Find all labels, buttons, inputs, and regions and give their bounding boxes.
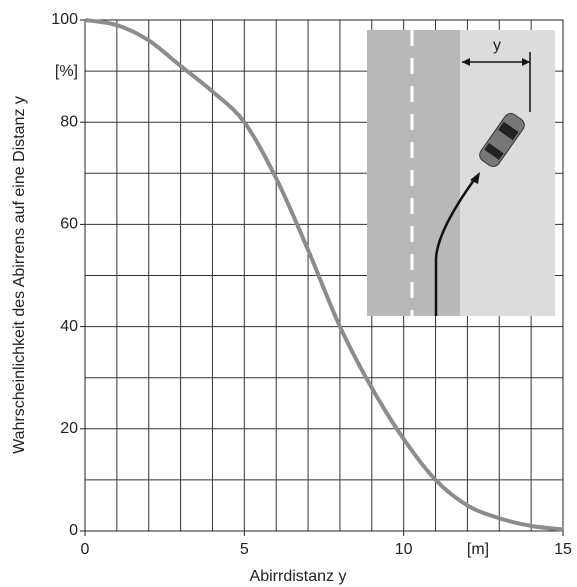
x-unit-label: [m]: [467, 541, 489, 558]
dimension-arrow: [522, 58, 530, 66]
y-tick-label: 80: [60, 113, 78, 130]
arrow-head: [470, 172, 480, 184]
x-tick-label: 15: [554, 541, 572, 558]
path-arrow: [434, 179, 476, 316]
y-tick-label: 100: [51, 11, 78, 28]
x-tick-label: 10: [395, 541, 413, 558]
y-tick-label: 20: [60, 420, 78, 437]
y-axis-label: Wahrscheinlichkeit des Abirrens auf eine…: [11, 96, 28, 454]
y-tick-label: 40: [60, 318, 78, 335]
y-unit-label: [%]: [55, 63, 78, 80]
x-tick-label: 0: [81, 541, 90, 558]
y-tick-label: 0: [69, 522, 78, 539]
plot-area: [84, 18, 564, 532]
plot-border: [84, 19, 564, 532]
x-tick-label: 5: [240, 541, 249, 558]
car: [479, 113, 525, 167]
curve: [84, 18, 564, 532]
dimension-arrow: [462, 58, 470, 66]
x-axis-label: Abirrdistanz y: [250, 568, 347, 585]
inset-label: y: [493, 37, 501, 54]
inset: y: [367, 30, 555, 316]
y-tick-label: 60: [60, 216, 78, 233]
